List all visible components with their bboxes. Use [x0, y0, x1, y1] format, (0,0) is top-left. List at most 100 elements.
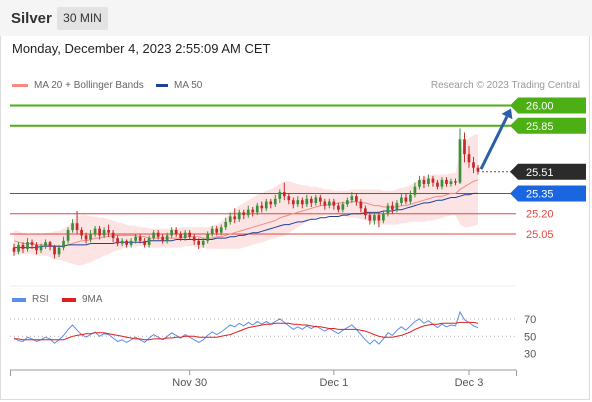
- candle-body: [278, 192, 282, 199]
- candle-body: [264, 201, 268, 209]
- candle: [341, 201, 345, 213]
- candle: [53, 244, 56, 259]
- x-tick-label: Nov 30: [172, 377, 207, 389]
- candle: [84, 232, 88, 244]
- candle-body: [391, 205, 394, 210]
- candle-body: [445, 179, 448, 184]
- level-label-25.85: 25.85: [510, 117, 586, 134]
- candle-body: [472, 162, 475, 168]
- legend-ma20: MA 20 + Bollinger Bands: [12, 80, 144, 91]
- candle-body: [449, 181, 453, 184]
- candle-body: [93, 228, 97, 235]
- candle: [21, 242, 25, 253]
- candle-body: [53, 246, 56, 255]
- candle-body: [98, 228, 101, 236]
- candle: [71, 219, 74, 233]
- candle-body: [35, 244, 38, 251]
- candle: [30, 239, 34, 249]
- candle-body: [80, 229, 83, 236]
- level-value: 26.00: [526, 100, 554, 112]
- candle-body: [120, 240, 124, 244]
- level-value: 25.35: [526, 188, 554, 200]
- candle-body: [57, 247, 61, 255]
- candle-body: [183, 232, 187, 239]
- candle: [287, 193, 291, 205]
- level-tag: [510, 163, 586, 180]
- candle-body: [282, 192, 286, 197]
- candle: [215, 225, 219, 236]
- candle-body: [413, 186, 417, 195]
- candle: [116, 235, 119, 247]
- candle-body: [350, 196, 354, 201]
- level-label-25.05: 25.05: [526, 229, 554, 241]
- x-tick-label: Dec 1: [319, 377, 348, 389]
- candle: [386, 202, 390, 217]
- candle-body: [364, 208, 367, 216]
- candle-body: [255, 205, 259, 213]
- candle: [373, 212, 376, 225]
- candle-body: [314, 197, 318, 203]
- candle: [260, 201, 264, 213]
- candle-body: [341, 204, 345, 210]
- candle-body: [251, 209, 255, 213]
- candle-body: [332, 201, 336, 206]
- candle: [66, 227, 70, 244]
- candle-body: [305, 198, 309, 205]
- candle-body: [152, 232, 156, 239]
- candle-body: [458, 139, 462, 183]
- level-tag: [510, 117, 586, 134]
- candle-body: [454, 181, 457, 183]
- candle-body: [400, 197, 403, 203]
- rsi-tick-70: 70: [524, 314, 536, 326]
- candle: [255, 202, 259, 216]
- candle: [44, 239, 47, 249]
- candle: [125, 239, 128, 248]
- level-value: 25.05: [526, 229, 554, 241]
- candle: [242, 209, 246, 220]
- rsi-swatch: [12, 297, 26, 302]
- candle-body: [273, 198, 277, 205]
- candle-body: [89, 234, 92, 240]
- candle: [350, 192, 354, 203]
- level-value: 25.20: [526, 209, 554, 221]
- candle-body: [219, 227, 223, 233]
- candle: [332, 198, 336, 210]
- legend-9ma: 9MA: [62, 294, 103, 305]
- candle: [143, 238, 146, 248]
- 9ma-label: 9MA: [82, 294, 103, 305]
- candle-body: [296, 200, 300, 205]
- candle: [57, 244, 61, 258]
- candle: [35, 242, 38, 255]
- candle: [300, 197, 304, 209]
- candle-body: [318, 197, 322, 202]
- candle: [107, 224, 110, 237]
- timeframe-badge[interactable]: 30 MIN: [57, 7, 108, 30]
- candle-body: [102, 229, 106, 236]
- candle: [327, 198, 331, 209]
- candle-body: [373, 215, 376, 221]
- candle-body: [62, 240, 65, 248]
- candle: [391, 201, 394, 214]
- candle-body: [355, 196, 358, 202]
- candle-body: [156, 232, 160, 237]
- candle-body: [116, 238, 119, 244]
- candle: [400, 193, 403, 206]
- candle: [161, 234, 165, 244]
- candle-body: [210, 228, 214, 235]
- candle-body: [48, 242, 52, 247]
- candle: [192, 234, 196, 245]
- projection-arrow-head: [501, 108, 513, 120]
- timestamp: Monday, December 4, 2023 2:55:09 AM CET: [12, 41, 271, 56]
- candle-body: [188, 232, 192, 237]
- candle: [472, 156, 475, 174]
- candle: [364, 205, 367, 220]
- candle-body: [201, 240, 205, 245]
- candle-body: [215, 228, 219, 233]
- level-label-25.51: 25.51: [510, 163, 586, 180]
- candle-body: [323, 201, 327, 206]
- candle: [355, 193, 358, 206]
- candle: [467, 146, 471, 168]
- candle: [233, 208, 237, 224]
- candle: [309, 196, 313, 207]
